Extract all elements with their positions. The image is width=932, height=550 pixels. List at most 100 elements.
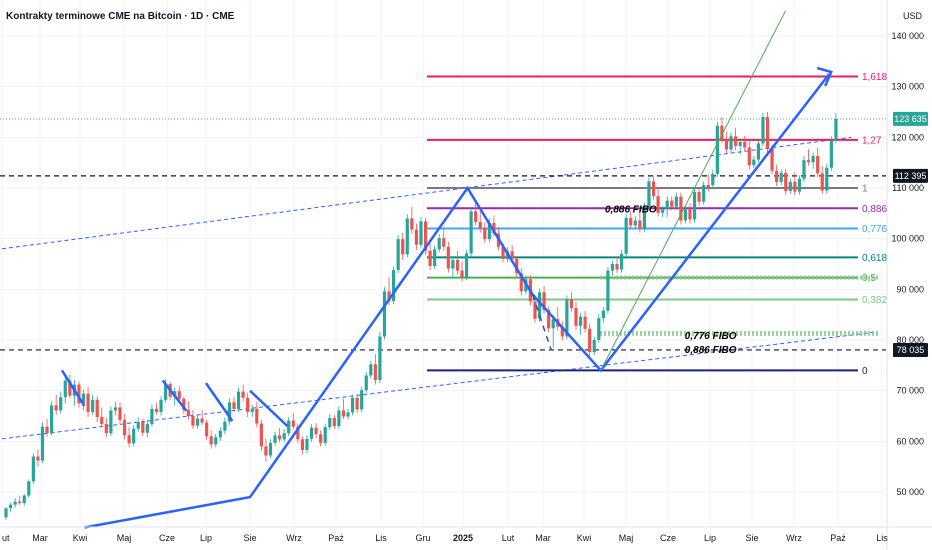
candle-body: [811, 156, 815, 163]
candle-body: [423, 221, 428, 251]
candle-body: [670, 200, 674, 207]
candle-body: [606, 270, 610, 311]
candle-body: [428, 250, 432, 267]
candle-body: [419, 221, 423, 245]
candle-body: [442, 238, 446, 247]
candle-body: [182, 398, 186, 410]
price-tag: [893, 168, 928, 183]
y-tick-label: 100 000: [891, 234, 924, 244]
candle-body: [50, 405, 54, 434]
candle-body: [259, 423, 263, 447]
candle-body: [291, 420, 295, 427]
candle-body: [287, 420, 291, 434]
y-tick-label: 130 000: [891, 82, 924, 92]
candle-body: [806, 160, 811, 163]
candle-body: [191, 416, 195, 426]
candle-body: [492, 222, 496, 234]
candle-body: [478, 221, 482, 229]
candle-body: [633, 220, 637, 226]
candle-body: [692, 192, 697, 220]
candle-body: [743, 141, 747, 148]
candle-body: [610, 264, 615, 271]
x-tick-label: Paź: [830, 533, 846, 543]
candle-body: [136, 422, 140, 429]
y-tick-label: 110 000: [892, 183, 924, 193]
candle-body: [305, 438, 309, 450]
candle-body: [574, 308, 578, 326]
price-tag: [893, 111, 928, 126]
candle-body: [793, 181, 797, 192]
annotations: 0,886 FIBO 0,776 FIBO 0,886 FIBO: [605, 204, 737, 356]
candle-body: [537, 292, 542, 319]
wave-line: [600, 10, 787, 371]
candle-body: [186, 409, 190, 416]
candle-body: [118, 407, 122, 421]
grid-layer: [0, 0, 886, 527]
candle-body: [18, 501, 22, 504]
y-tick-label: 60 000: [896, 436, 924, 446]
candle-body: [387, 291, 391, 301]
candle-body: [223, 421, 227, 431]
y-tick-label: 90 000: [896, 284, 924, 294]
wave-arrow-head: [816, 66, 833, 87]
candle-body: [638, 220, 642, 229]
candle-body: [451, 259, 455, 269]
candle-body: [341, 410, 346, 417]
currency-label[interactable]: USD: [903, 11, 923, 21]
candle-body: [560, 326, 564, 337]
fib-level-label: 1,618: [862, 72, 887, 83]
candle-body: [629, 217, 633, 226]
candle-body: [661, 209, 665, 213]
candle-body: [820, 173, 824, 191]
candle-body: [588, 328, 592, 353]
candle-body: [834, 118, 838, 141]
candle-body: [775, 170, 779, 182]
fib-level-label: 0: [862, 366, 868, 377]
candle-body: [328, 418, 332, 428]
candle-body: [282, 433, 286, 440]
candle-body: [647, 181, 651, 207]
x-tick-label: 2025: [453, 533, 473, 543]
candle-body: [22, 495, 26, 504]
candle-body: [620, 253, 624, 270]
candle-body: [382, 291, 387, 337]
price-tag: [893, 342, 928, 357]
x-tick-label: Cze: [660, 533, 676, 543]
x-tick-label: Sie: [745, 533, 758, 543]
candle-body: [651, 181, 656, 197]
candle-body: [547, 310, 551, 329]
candle-body: [8, 504, 13, 509]
wave-line: [60, 369, 86, 407]
candle-body: [104, 424, 108, 434]
candle-body: [734, 136, 738, 146]
candle-body: [542, 292, 546, 311]
fibo-annotation: 0,886 FIBO: [685, 345, 737, 356]
x-tick-label: Wrz: [286, 533, 302, 543]
candle-body: [433, 249, 437, 267]
candle-body: [779, 172, 783, 182]
candle-body: [396, 239, 400, 271]
candle-body: [483, 228, 487, 240]
candle-body: [236, 391, 241, 409]
candle-body: [720, 125, 724, 140]
fibo-annotation: 0,776 FIBO: [685, 331, 737, 342]
candle-body: [711, 173, 715, 185]
candle-body: [141, 422, 145, 433]
trend-line: [1, 136, 852, 250]
wave-line: [249, 389, 289, 428]
y-tick-label: 50 000: [896, 487, 924, 497]
candle-body: [273, 435, 277, 443]
candle-body: [4, 508, 8, 518]
candle-body: [674, 196, 678, 207]
candle-body: [373, 364, 377, 381]
candle-body: [816, 156, 820, 174]
fib-level-label: 0,776: [862, 224, 887, 235]
candle-body: [501, 246, 505, 259]
candle-body: [597, 318, 601, 340]
candle-body: [401, 239, 405, 255]
candle-body: [702, 184, 706, 202]
candle-body: [688, 209, 692, 220]
